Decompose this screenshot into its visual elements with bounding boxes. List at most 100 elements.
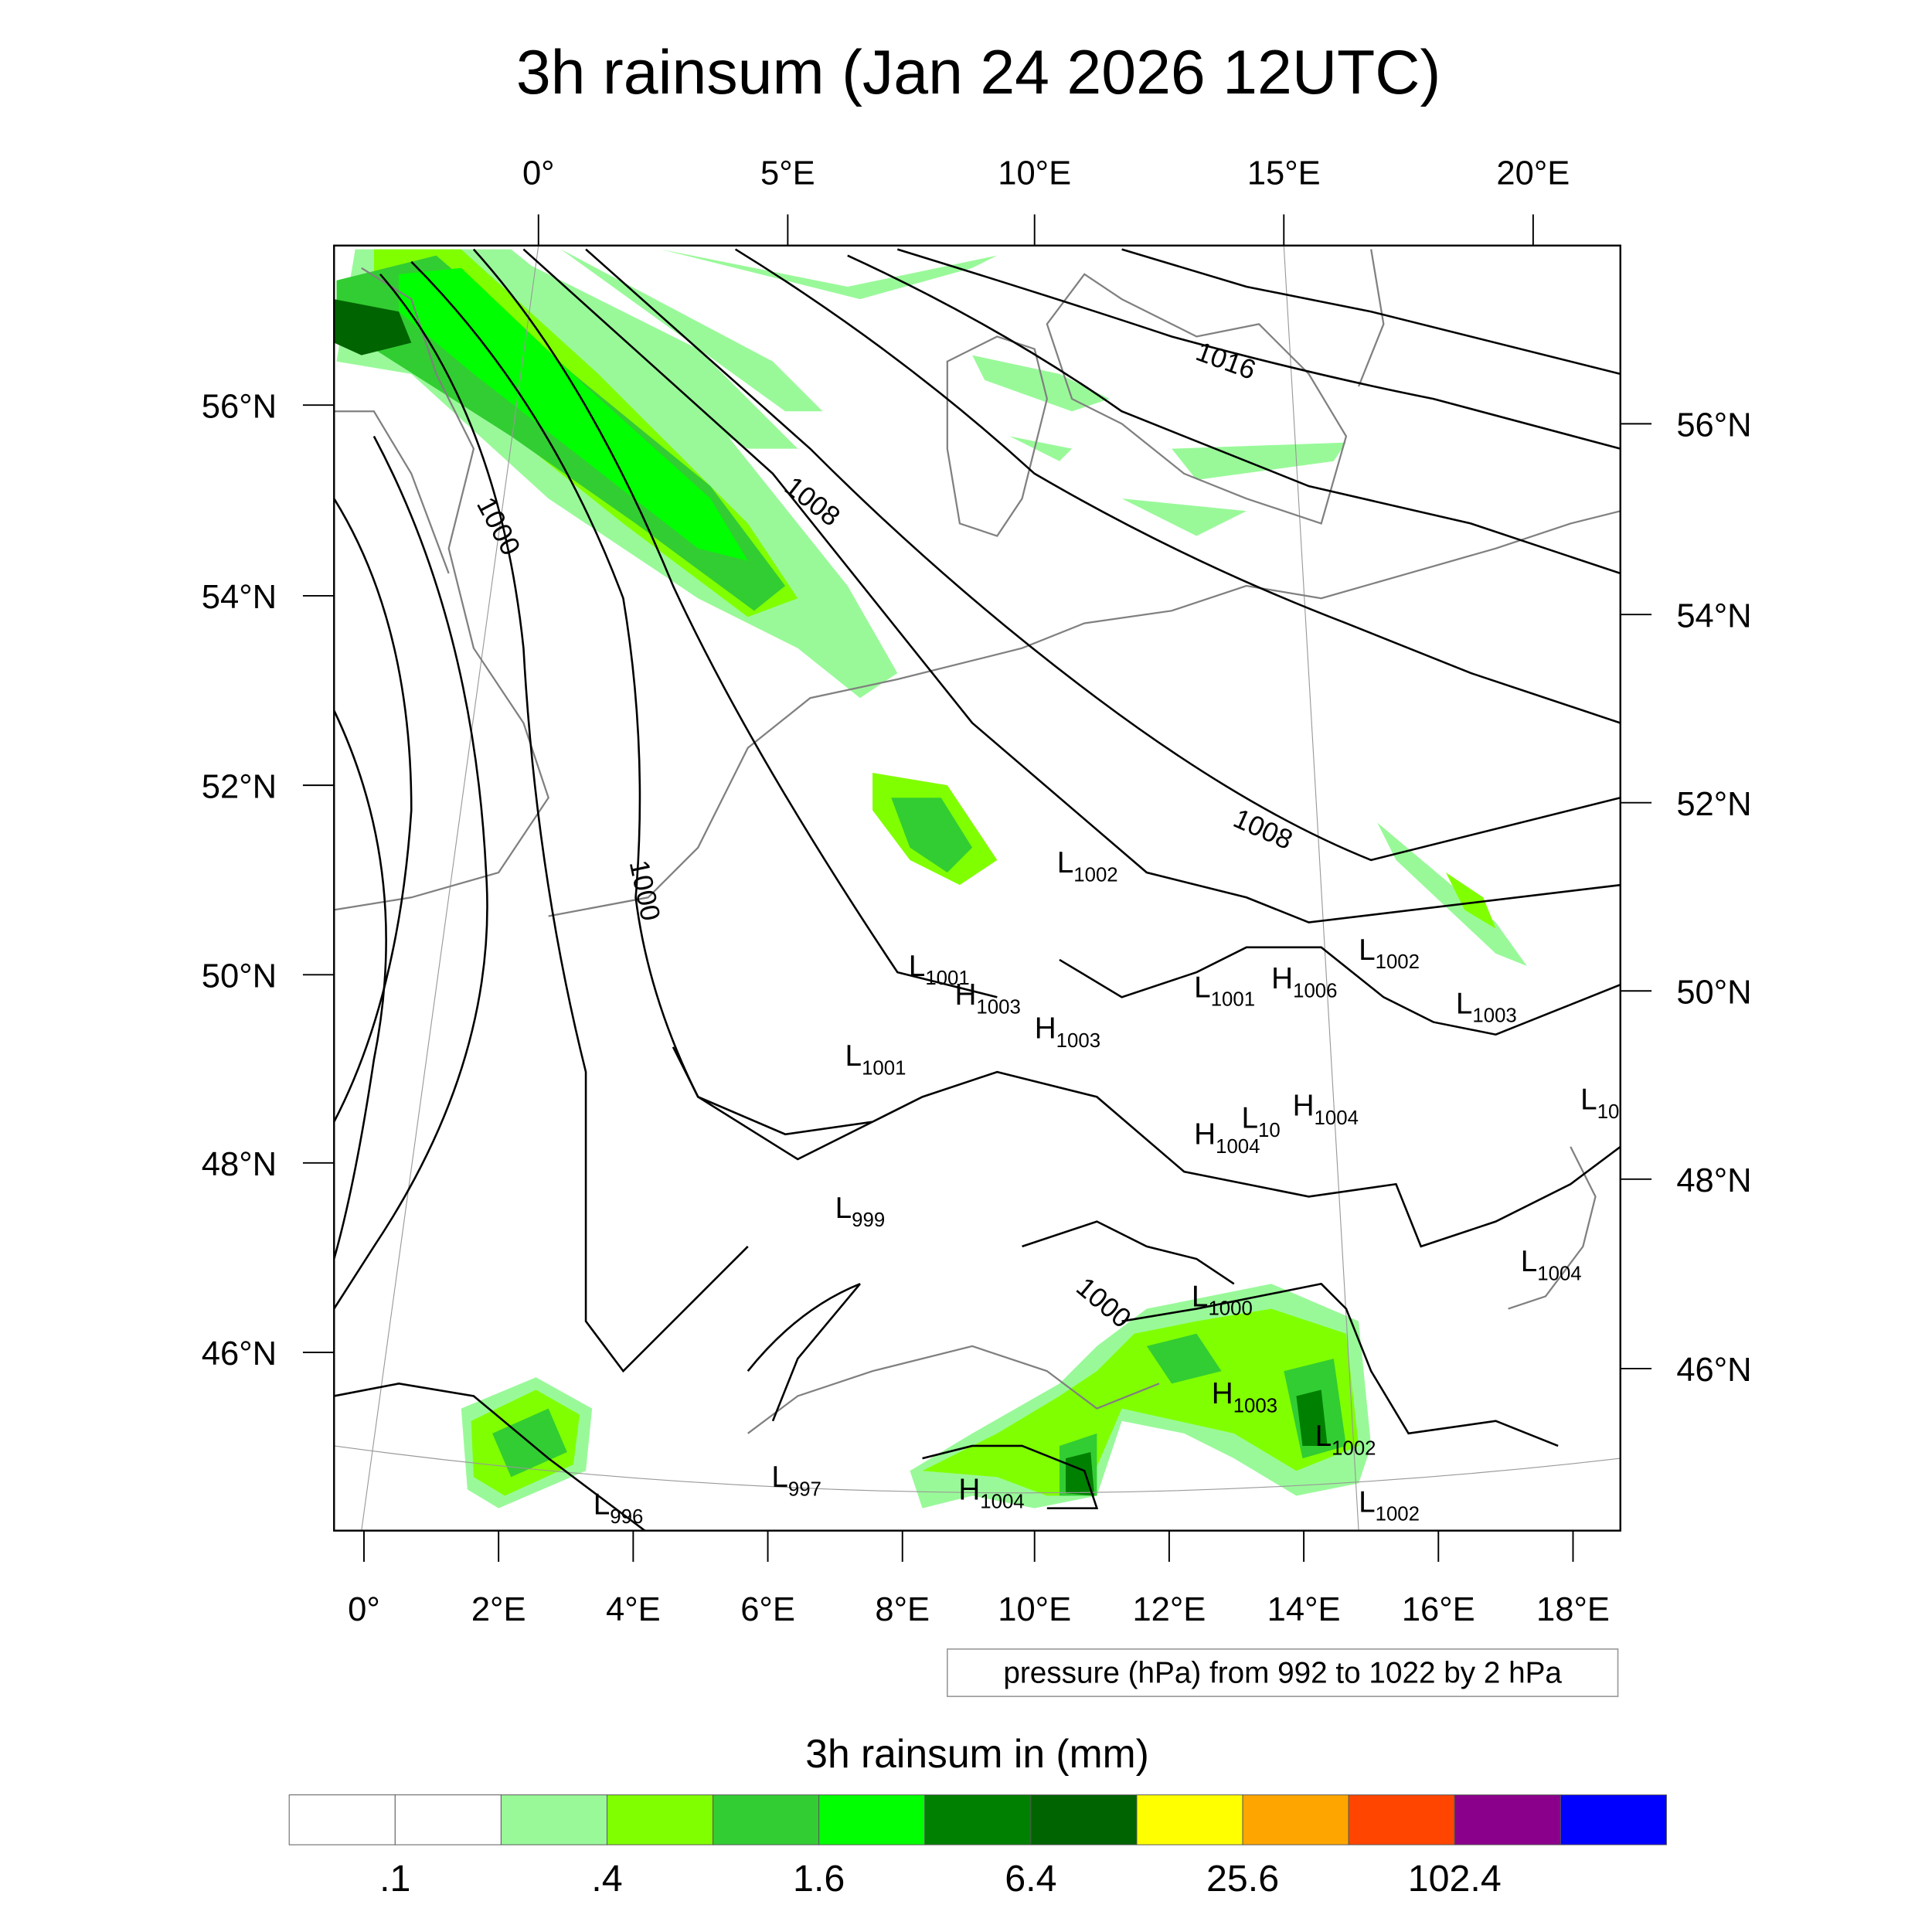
map-area: 1016 1008 1000 1008 1000 1000 L1002L1001… [334,245,1621,1531]
bottom-lon-tick-label: 14°E [1267,1591,1341,1628]
pressure-center-high: H1003 [1212,1377,1277,1417]
center-value: 1003 [1472,1005,1516,1027]
colorbar-title: 3h rainsum in (mm) [805,1731,1149,1776]
center-type: L [1057,846,1074,879]
colorbar-box [713,1794,820,1845]
pressure-centers: L1002L1001H1003H1003L1001L1001H1006L1002… [594,846,1620,1528]
pressure-center-low: L1002 [1315,1420,1376,1459]
colorbar-box [1136,1794,1243,1845]
center-value: 1004 [1315,1107,1359,1129]
center-type: H [954,978,976,1012]
center-value: 1000 [1208,1298,1252,1320]
center-type: L [1359,1485,1376,1519]
contour-note-box [947,1648,1619,1697]
colorbar-label: .4 [591,1858,622,1900]
map-frame [333,244,1621,1532]
center-type: H [958,1473,980,1506]
top-lon-tick-label: 10°E [998,155,1071,192]
colorbar-box [1348,1794,1455,1845]
center-type: L [1241,1102,1258,1135]
pressure-center-low: L1001 [909,950,970,989]
graticule [334,245,1621,1531]
left-lat-tick-label: 48°N [202,1146,277,1183]
bottom-lon-tick-label: 0° [348,1591,380,1628]
isobar-label: 1016 [1192,335,1260,386]
pressure-center-low: L1002 [1359,934,1420,973]
left-lat-tick-label: 52°N [202,768,277,805]
top-lon-tick-label: 0° [522,155,555,192]
pressure-center-high: H1003 [1035,1012,1100,1052]
colorbar-label: 102.4 [1408,1858,1502,1900]
center-type: L [1580,1083,1597,1116]
center-type: L [1521,1245,1538,1278]
colorbar-box [1242,1794,1349,1845]
center-value: 1001 [925,968,969,989]
top-lon-tick-label: 15°E [1247,155,1321,192]
top-lon-tick-label: 20°E [1496,155,1570,192]
map-title: 3h rainsum (Jan 24 2026 12UTC) [516,38,1441,107]
bottom-lon-tick-label: 16°E [1402,1591,1475,1628]
bottom-lon-tick-label: 2°E [471,1591,526,1628]
pressure-center-low: L1002 [1057,846,1118,886]
pressure-center-low: L996 [594,1488,644,1528]
center-value: 1004 [1537,1263,1581,1284]
center-value: 1004 [1216,1136,1260,1158]
bottom-lon-tick-label: 4°E [606,1591,661,1628]
contour-note: pressure (hPa) from 992 to 1022 by 2 hPa [1003,1656,1562,1689]
colorbar-label: .1 [379,1858,410,1900]
pressure-center-low: L1000 [1192,1280,1253,1319]
pressure-center-low: L999 [835,1192,886,1231]
center-value: 10 [1258,1120,1281,1141]
center-value: 1003 [1233,1395,1277,1417]
center-value: 1003 [1056,1030,1100,1052]
pressure-center-low: L10 [1241,1102,1280,1141]
pressure-center-low: L10 [1580,1083,1619,1122]
center-type: L [1359,934,1376,967]
center-value: 1006 [1293,980,1337,1002]
isobar-label: 1000 [471,492,526,560]
center-type: H [1212,1377,1233,1410]
center-type: H [1035,1012,1056,1046]
precipitation-field [334,249,1527,1509]
pressure-center-high: H1006 [1271,962,1337,1002]
pressure-center-low: L1004 [1521,1245,1582,1284]
right-lat-tick-label: 56°N [1676,407,1751,444]
isobar-label: 1008 [1229,803,1297,856]
center-value: 1002 [1376,1504,1420,1526]
pressure-center-high: H1004 [958,1473,1024,1512]
pressure-center-high: H1003 [954,978,1020,1018]
center-type: L [594,1488,611,1522]
center-value: 1001 [1211,989,1255,1011]
colorbar-box [394,1794,502,1845]
colorbar-box [818,1794,926,1845]
colorbar-box [288,1794,396,1845]
left-lat-tick-label: 50°N [202,957,277,995]
bottom-lon-tick-label: 6°E [740,1591,795,1628]
bottom-lon-tick-label: 12°E [1132,1591,1206,1628]
center-type: L [835,1192,852,1225]
left-lat-tick-label: 56°N [202,388,277,425]
center-value: 1002 [1073,864,1117,886]
center-type: H [1194,1118,1216,1151]
colorbar-label: 1.6 [793,1858,845,1900]
bottom-lon-tick-label: 10°E [998,1591,1071,1628]
center-type: H [1293,1090,1315,1123]
left-lat-tick-label: 46°N [202,1335,277,1372]
center-value: 1003 [976,996,1020,1018]
pressure-center-high: H1004 [1194,1118,1260,1158]
right-lat-tick-label: 50°N [1676,974,1751,1011]
colorbar-box [924,1794,1032,1845]
pressure-center-low: L1001 [1194,971,1255,1010]
pressure-center-low: L1001 [845,1039,906,1079]
top-lon-tick-label: 5°E [760,155,815,192]
left-lat-tick-label: 54°N [202,579,277,616]
center-type: L [909,950,926,983]
colorbar-box [1454,1794,1561,1845]
pressure-center-low: L997 [771,1461,821,1500]
right-lat-tick-label: 48°N [1676,1162,1751,1199]
colorbar-label: 6.4 [1005,1858,1056,1900]
pressure-center-low: L1003 [1456,987,1517,1026]
center-value: 1004 [980,1492,1024,1513]
right-lat-tick-label: 54°N [1676,597,1751,634]
